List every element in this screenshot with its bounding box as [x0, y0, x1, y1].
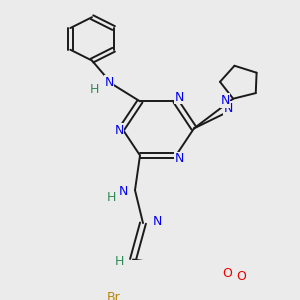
Text: N: N	[174, 152, 184, 165]
Text: Br: Br	[107, 291, 121, 300]
Text: N: N	[104, 76, 114, 89]
Text: N: N	[118, 185, 128, 198]
Text: N: N	[114, 124, 124, 136]
Text: H: H	[114, 255, 124, 268]
Text: N: N	[152, 215, 162, 228]
Text: H: H	[89, 83, 99, 96]
Text: N: N	[220, 94, 230, 107]
Text: N: N	[174, 91, 184, 103]
Text: O: O	[236, 270, 246, 284]
Text: H: H	[106, 190, 116, 204]
Text: N: N	[223, 102, 233, 115]
Text: O: O	[222, 267, 232, 280]
